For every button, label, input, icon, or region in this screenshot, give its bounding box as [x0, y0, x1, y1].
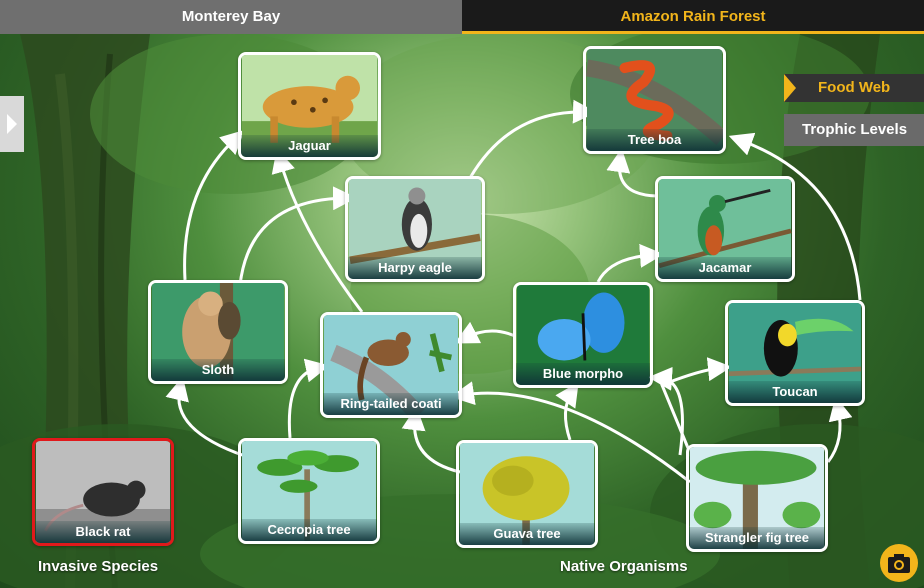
- card-black-rat[interactable]: Black rat: [32, 438, 174, 546]
- jaguar-label: Jaguar: [241, 135, 378, 157]
- card-guava-tree[interactable]: Guava tree: [456, 440, 598, 548]
- card-cecropia-tree[interactable]: Cecropia tree: [238, 438, 380, 544]
- card-toucan[interactable]: Toucan: [725, 300, 865, 406]
- strangler-fig-tree-label: Strangler fig tree: [689, 527, 825, 549]
- jacamar-label: Jacamar: [658, 257, 792, 279]
- card-harpy-eagle[interactable]: Harpy eagle: [345, 176, 485, 282]
- black-rat-label: Black rat: [35, 521, 171, 543]
- play-triangle-icon: [784, 74, 796, 102]
- trophic-levels-button[interactable]: Trophic Levels: [784, 114, 924, 146]
- card-jacamar[interactable]: Jacamar: [655, 176, 795, 282]
- cecropia-tree-label: Cecropia tree: [241, 519, 377, 541]
- card-ring-tailed-coati[interactable]: Ring-tailed coati: [320, 312, 462, 418]
- card-blue-morpho[interactable]: Blue morpho: [513, 282, 653, 388]
- guava-tree-label: Guava tree: [459, 523, 595, 545]
- sloth-label: Sloth: [151, 359, 285, 381]
- camera-button[interactable]: [880, 544, 918, 582]
- camera-icon: [888, 554, 910, 573]
- blue-morpho-label: Blue morpho: [516, 363, 650, 385]
- food-web-button[interactable]: Food Web: [784, 74, 924, 102]
- native-organisms-label: Native Organisms: [560, 558, 688, 575]
- side-panel-toggle[interactable]: [0, 96, 24, 152]
- toucan-label: Toucan: [728, 381, 862, 403]
- card-sloth[interactable]: Sloth: [148, 280, 288, 384]
- ring-tailed-coati-label: Ring-tailed coati: [323, 393, 459, 415]
- card-jaguar[interactable]: Jaguar: [238, 52, 381, 160]
- card-strangler-fig-tree[interactable]: Strangler fig tree: [686, 444, 828, 552]
- ecosystem-tabs: Monterey Bay Amazon Rain Forest: [0, 0, 924, 34]
- tree-boa-label: Tree boa: [586, 129, 723, 151]
- harpy-eagle-label: Harpy eagle: [348, 257, 482, 279]
- trophic-levels-label: Trophic Levels: [802, 121, 908, 138]
- card-tree-boa[interactable]: Tree boa: [583, 46, 726, 154]
- food-web-label: Food Web: [818, 79, 891, 96]
- chevron-right-icon: [7, 114, 17, 134]
- invasive-species-label: Invasive Species: [38, 558, 159, 575]
- tab-amazon-rain-forest[interactable]: Amazon Rain Forest: [462, 0, 924, 34]
- tab-monterey-bay[interactable]: Monterey Bay: [0, 0, 462, 34]
